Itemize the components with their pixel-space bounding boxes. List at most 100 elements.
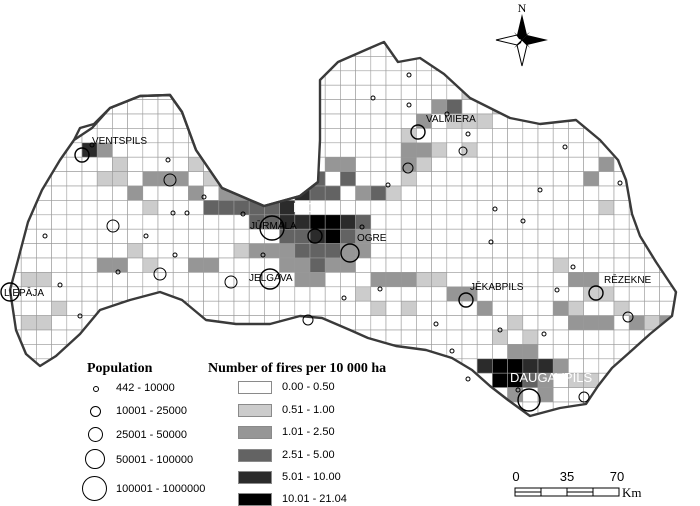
grid-cell — [568, 272, 584, 288]
town-symbol — [554, 287, 560, 293]
grid-cell — [188, 99, 204, 115]
grid-cell — [431, 300, 448, 316]
grid-cell — [476, 185, 493, 201]
grid-cell — [416, 156, 432, 172]
grid-cell — [552, 185, 569, 201]
grid-cell — [218, 401, 235, 416]
grid-cell — [340, 243, 356, 259]
grid-cell — [400, 128, 417, 144]
grid-cell — [51, 358, 68, 374]
grid-cell — [416, 42, 432, 57]
grid-cell — [51, 315, 68, 331]
grid-cell — [203, 200, 220, 216]
grid-cell — [568, 128, 584, 144]
grid-cell — [51, 286, 68, 302]
grid-cell — [613, 42, 630, 57]
grid-cell — [400, 171, 417, 187]
grid-cell — [172, 142, 189, 158]
grid-cell — [461, 200, 478, 216]
city-labels: VENTSPILS RĪGA JŪRMALA OGRE JELGAVA LIEPĀJA VA… — [4, 114, 652, 385]
grid-cell — [112, 113, 128, 129]
grid-cell — [628, 185, 645, 201]
grid-cell — [20, 300, 37, 316]
grid-cell — [461, 70, 478, 86]
grid-cell — [446, 315, 463, 331]
grid-cell — [188, 185, 204, 201]
grid-cell — [598, 387, 615, 403]
grid-cell — [385, 156, 402, 172]
grid-cell — [51, 372, 68, 388]
grid-cell — [51, 257, 68, 273]
grid-cell — [431, 42, 448, 57]
grid-cell — [674, 142, 676, 158]
grid-cell — [233, 214, 250, 230]
grid-cell — [96, 185, 113, 201]
grid-cell — [51, 243, 68, 259]
grid-cell — [613, 200, 630, 216]
grid-cell — [552, 344, 569, 360]
grid-cell — [279, 156, 296, 172]
grid-cell — [36, 84, 52, 100]
grid-cell — [142, 171, 159, 187]
grid-cell — [203, 272, 220, 288]
grid-cell — [583, 272, 600, 288]
grid-cell — [157, 70, 174, 86]
grid-cell — [476, 214, 493, 230]
grid-cell — [324, 171, 341, 187]
grid-cell — [51, 214, 68, 230]
grid-cell — [51, 42, 68, 57]
grid-cell — [218, 228, 235, 244]
grid-cell — [416, 84, 432, 100]
grid-cell — [355, 70, 372, 86]
grid-cell — [172, 156, 189, 172]
grid-cell — [583, 156, 600, 172]
grid-cell — [507, 329, 524, 345]
grid-cell — [324, 243, 341, 259]
grid-cell — [66, 344, 83, 360]
grid-cell — [416, 286, 432, 302]
grid-cell — [416, 315, 432, 331]
grid-cell — [644, 214, 660, 230]
grid-cell — [613, 387, 630, 403]
grid-cell — [112, 272, 128, 288]
grid-cell — [96, 56, 113, 72]
grid-cell — [248, 344, 265, 360]
grid-cell — [309, 128, 326, 144]
grid-cell — [157, 344, 174, 360]
grid-cell — [51, 228, 68, 244]
grid-cell — [431, 99, 448, 115]
grid-cell — [96, 171, 113, 187]
grid-cell — [81, 272, 98, 288]
grid-cell — [644, 185, 660, 201]
grid-cell — [218, 84, 235, 100]
grid-cell — [598, 401, 615, 416]
town-symbol — [617, 180, 623, 186]
grid-cell — [36, 344, 52, 360]
grid-cell — [51, 128, 68, 144]
grid-cell — [279, 329, 296, 345]
grid-cell — [400, 185, 417, 201]
grid-cell — [476, 84, 493, 100]
grid-cell — [644, 42, 660, 57]
grid-cell — [370, 387, 387, 403]
grid-cell — [112, 156, 128, 172]
grid-cell — [203, 344, 220, 360]
grid-cell — [324, 42, 341, 57]
grid-cell — [355, 286, 372, 302]
grid-cell — [142, 300, 159, 316]
grid-cell — [583, 214, 600, 230]
town-symbol — [370, 95, 376, 101]
grid-cell — [340, 113, 356, 129]
grid-cell — [674, 344, 676, 360]
grid-cell — [172, 243, 189, 259]
grid-cell — [598, 99, 615, 115]
grid-cell — [552, 228, 569, 244]
town-symbol — [163, 173, 177, 187]
grid-cell — [233, 70, 250, 86]
grid-cell — [96, 344, 113, 360]
grid-cell — [264, 70, 280, 86]
grid-cell — [340, 185, 356, 201]
grid-cell — [188, 344, 204, 360]
grid-cell — [203, 401, 220, 416]
grid-cell — [324, 113, 341, 129]
